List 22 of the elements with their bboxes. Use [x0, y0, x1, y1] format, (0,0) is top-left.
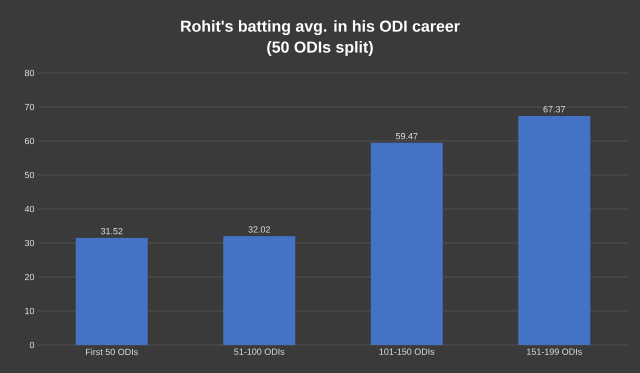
- bar: [76, 238, 148, 345]
- y-tick-label: 10: [25, 308, 34, 314]
- y-tick-label: 50: [24, 172, 34, 178]
- x-tick-label: 51-100 ODIs: [234, 348, 284, 355]
- y-tick-label: 40: [24, 206, 34, 212]
- data-label: 31.52: [100, 228, 123, 234]
- x-tick-label: First 50 ODIs: [86, 348, 138, 356]
- bar: [370, 142, 443, 345]
- data-label: 32.02: [248, 226, 270, 233]
- y-tick-label: 60: [24, 138, 34, 144]
- y-tick-label: 80: [24, 70, 34, 76]
- y-tick-label: 0: [30, 342, 34, 348]
- bar: [223, 236, 296, 345]
- chart-title: Rohit's batting avg. in his ODI career (50 ODIs split): [181, 20, 460, 56]
- data-label: 67.37: [543, 106, 566, 112]
- y-tick-label: 20: [24, 274, 34, 280]
- x-tick-label: 151-199 ODIs: [527, 348, 582, 355]
- y-tick-label: 70: [24, 104, 34, 110]
- data-label: 59.47: [396, 132, 418, 140]
- bar: [518, 116, 590, 345]
- y-tick-label: 30: [24, 240, 34, 246]
- x-tick-label: 101-150 ODIs: [380, 348, 434, 355]
